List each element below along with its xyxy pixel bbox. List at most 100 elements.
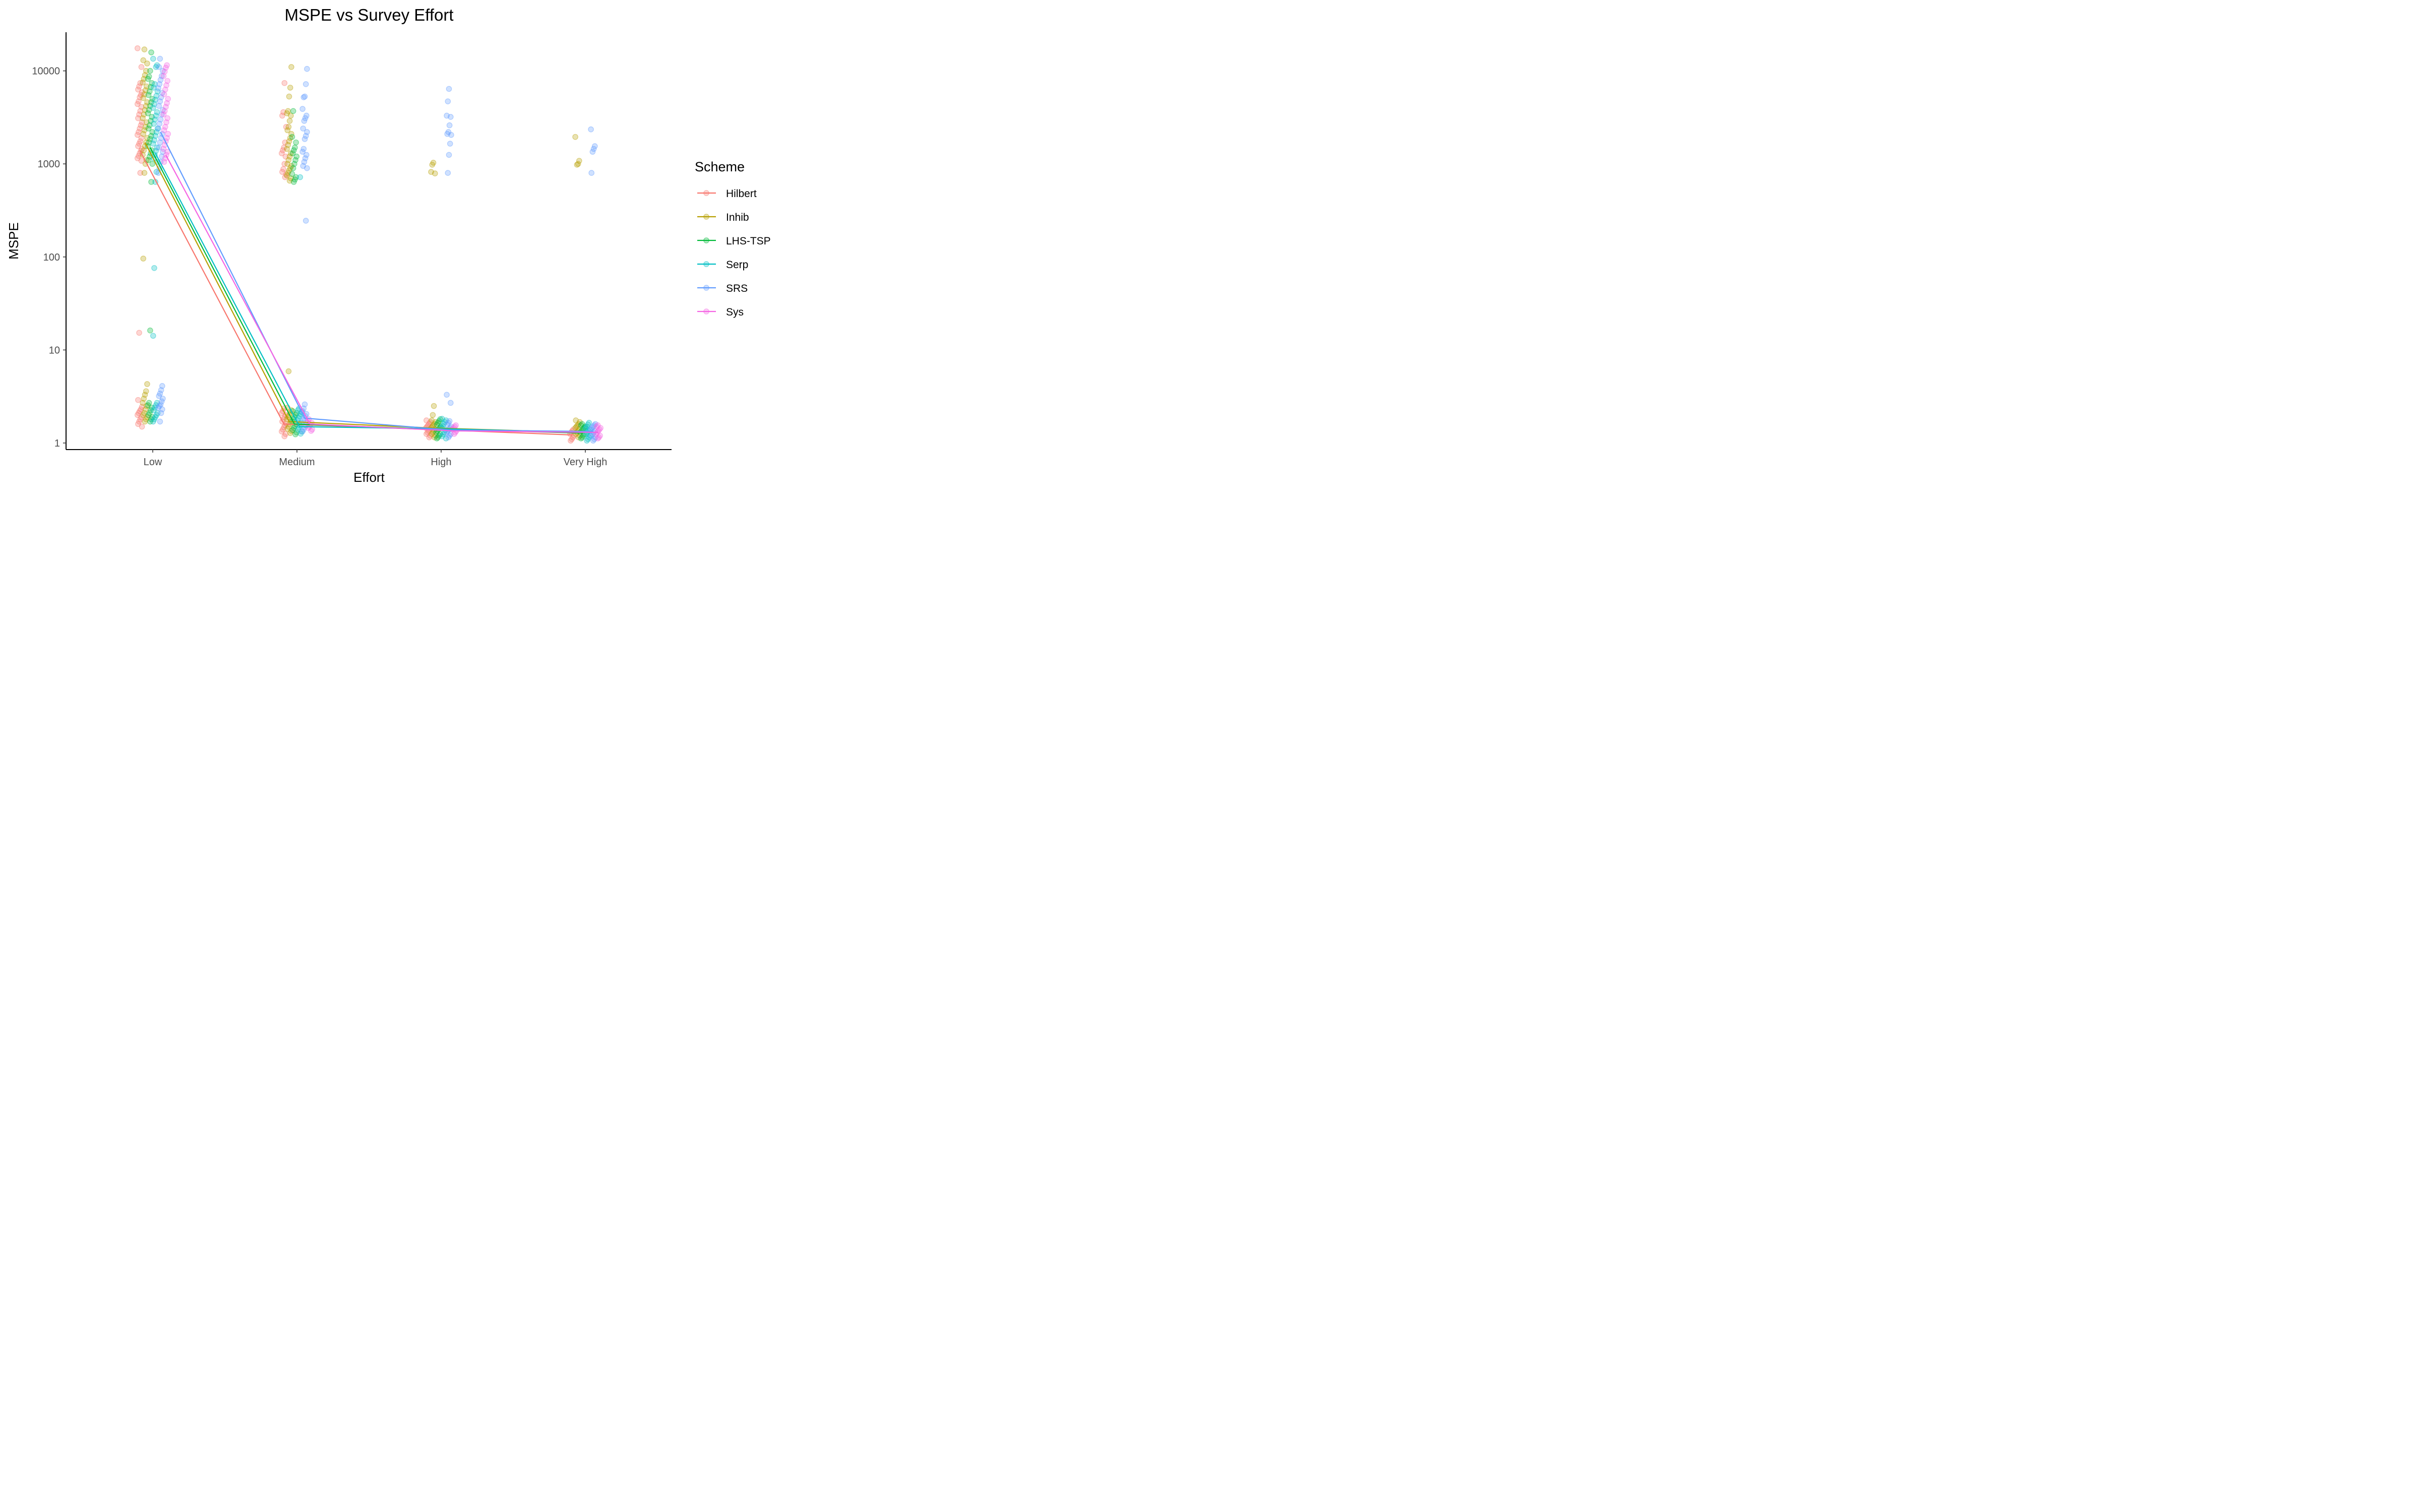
point-srs [158,410,164,416]
point-hilbert [138,158,145,164]
point-lhs-tsp [148,416,154,422]
point-serp [297,174,304,180]
point-hilbert [137,408,143,414]
point-inhib [142,123,149,130]
point-lhs-tsp [145,76,151,82]
point-srs [591,436,597,443]
point-srs [155,404,161,411]
point-inhib [141,147,147,154]
point-lhs-tsp [149,404,155,411]
point-inhib [140,95,146,101]
x-tick-label: High [431,457,451,468]
point-srs [300,94,307,100]
point-sys [165,131,171,137]
point-sys [161,69,168,75]
point-srs [302,115,309,121]
point-inhib [433,432,439,439]
point-inhib [142,87,149,93]
point-sys [164,62,170,69]
point-inhib [288,163,294,169]
point-inhib [287,175,294,181]
x-axis-ticks: Low Medium High Very High [144,450,607,468]
point-hilbert [281,144,287,151]
point-srs [156,144,162,151]
point-hilbert [137,108,144,114]
point-lhs-tsp [293,174,299,180]
point-srs [301,136,308,142]
point-serp [150,55,156,62]
plot-lines [139,132,598,436]
point-lhs-tsp [579,421,585,427]
y-tick-label: 100 [43,252,60,263]
point-lhs-tsp [149,161,156,167]
point-hilbert [426,434,433,440]
point-inhib [140,79,146,86]
point-inhib [143,83,150,90]
point-lhs-tsp [149,414,156,420]
point-serp [154,125,161,132]
point-hilbert [139,423,145,430]
point-srs [156,393,162,399]
point-sys [596,426,602,432]
point-lhs-tsp [580,432,586,439]
point-sys [594,435,601,442]
point-lhs-tsp [434,421,440,428]
point-srs [299,149,306,155]
point-hilbert [137,94,143,100]
point-lhs-tsp [290,147,297,154]
point-serp [151,137,157,143]
point-inhib [144,99,150,105]
point-hilbert [138,135,145,141]
point-serp [151,120,157,127]
point-srs [590,146,597,152]
point-lhs-tsp [145,110,151,116]
point-hilbert [280,109,286,115]
point-serp [298,428,305,434]
point-inhib [287,85,293,91]
point-lhs-tsp [145,412,152,418]
point-inhib [285,123,292,130]
point-serp [153,64,159,70]
line-sys [165,154,598,433]
legend-item-hilbert: Hilbert [697,188,757,200]
point-sys [453,422,459,428]
point-srs [156,103,162,109]
point-srs [155,125,161,132]
point-srs [589,425,595,431]
point-inhib [140,256,146,262]
point-srs [590,437,596,444]
point-hilbert [282,174,288,180]
point-inhib [431,421,438,427]
point-serp [150,333,156,339]
point-serp [152,81,158,87]
point-hilbert [283,171,289,177]
point-inhib [285,108,291,114]
point-sys [163,104,169,110]
point-sys [164,135,170,141]
point-serp [443,435,449,442]
point-sys [593,423,600,430]
point-inhib [142,406,149,412]
point-inhib [575,434,582,440]
point-srs [588,126,594,133]
point-srs [158,398,165,405]
point-hilbert [134,155,141,161]
point-inhib [285,170,291,176]
point-lhs-tsp [436,432,442,439]
point-lhs-tsp [146,88,153,95]
point-inhib [284,426,290,432]
point-srs [446,152,452,158]
point-inhib [287,112,294,119]
point-srs [158,387,164,393]
point-sys [164,100,170,106]
point-inhib [577,419,583,425]
point-inhib [286,118,293,124]
point-lhs-tsp [146,139,152,146]
point-lhs-tsp [147,418,153,425]
point-lhs-tsp [436,418,442,424]
point-srs [157,418,163,425]
point-serp [151,85,157,91]
point-lhs-tsp [579,434,585,440]
point-sys [597,432,603,439]
legend-label: LHS-TSP [726,235,771,247]
